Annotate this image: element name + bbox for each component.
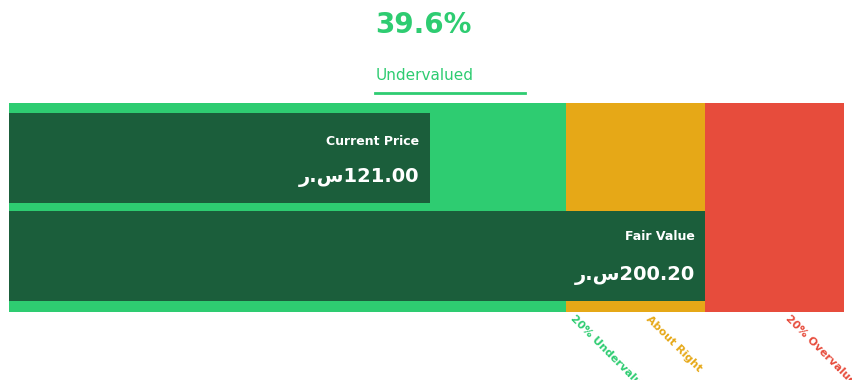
Text: Undervalued: Undervalued xyxy=(375,68,473,83)
Bar xyxy=(9,113,429,203)
Bar xyxy=(705,103,843,312)
Text: About Right: About Right xyxy=(643,314,703,373)
Text: Fair Value: Fair Value xyxy=(625,230,694,243)
Text: Current Price: Current Price xyxy=(325,135,418,148)
Text: ر.س121.00: ر.س121.00 xyxy=(298,168,418,187)
Text: 20% Undervalued: 20% Undervalued xyxy=(567,314,653,380)
Bar xyxy=(565,103,705,312)
Text: ر.س200.20: ر.س200.20 xyxy=(573,266,694,285)
Text: 20% Overvalued: 20% Overvalued xyxy=(782,314,852,380)
Bar xyxy=(9,211,705,301)
Text: 39.6%: 39.6% xyxy=(375,11,471,40)
Bar xyxy=(9,103,565,312)
